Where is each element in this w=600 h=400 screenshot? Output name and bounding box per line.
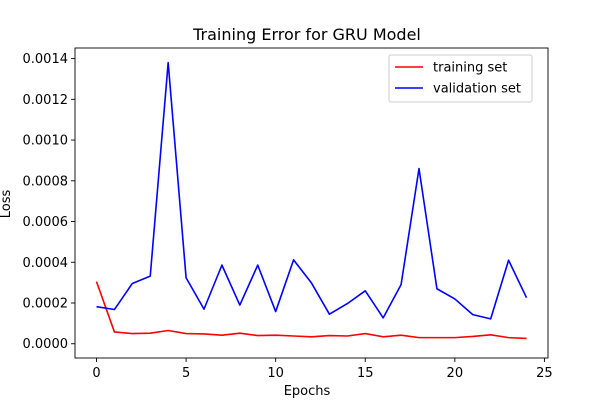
y-tick-label: 0.0000 <box>23 337 69 352</box>
plot-area <box>74 47 549 359</box>
y-tick-label: 0.0014 <box>23 52 69 67</box>
axes-frame <box>74 47 549 359</box>
y-tick-label: 0.0008 <box>23 174 69 189</box>
x-axis-ticks: 0 5 10 15 20 25 <box>92 358 553 381</box>
x-tick-label: 25 <box>536 366 553 381</box>
legend-box <box>388 54 533 103</box>
y-tick-label: 0.0006 <box>23 215 69 230</box>
chart-title: Training Error for GRU Model <box>192 25 421 44</box>
series-layer <box>95 61 528 340</box>
y-axis-ticks: 0.0000 0.0002 0.0004 0.0006 0.0008 0.0010 0.00… <box>23 52 75 352</box>
x-axis-label: Epochs <box>284 384 331 399</box>
y-tick-label: 0.0012 <box>23 93 69 108</box>
series-line-training-set <box>95 281 527 340</box>
x-tick-label: 0 <box>92 366 100 381</box>
x-tick-label: 20 <box>447 366 464 381</box>
legend: training set validation set <box>388 54 533 103</box>
x-tick-label: 5 <box>182 366 190 381</box>
legend-label: training set <box>433 61 507 76</box>
y-tick-label: 0.0002 <box>23 297 69 312</box>
y-axis-label: Loss <box>0 190 14 219</box>
series-line-validation-set <box>96 61 528 320</box>
legend-label: validation set <box>433 82 521 97</box>
y-tick-label: 0.0004 <box>23 256 69 271</box>
x-tick-label: 10 <box>267 366 284 381</box>
x-tick-label: 15 <box>357 366 374 381</box>
y-tick-label: 0.0010 <box>23 134 69 149</box>
